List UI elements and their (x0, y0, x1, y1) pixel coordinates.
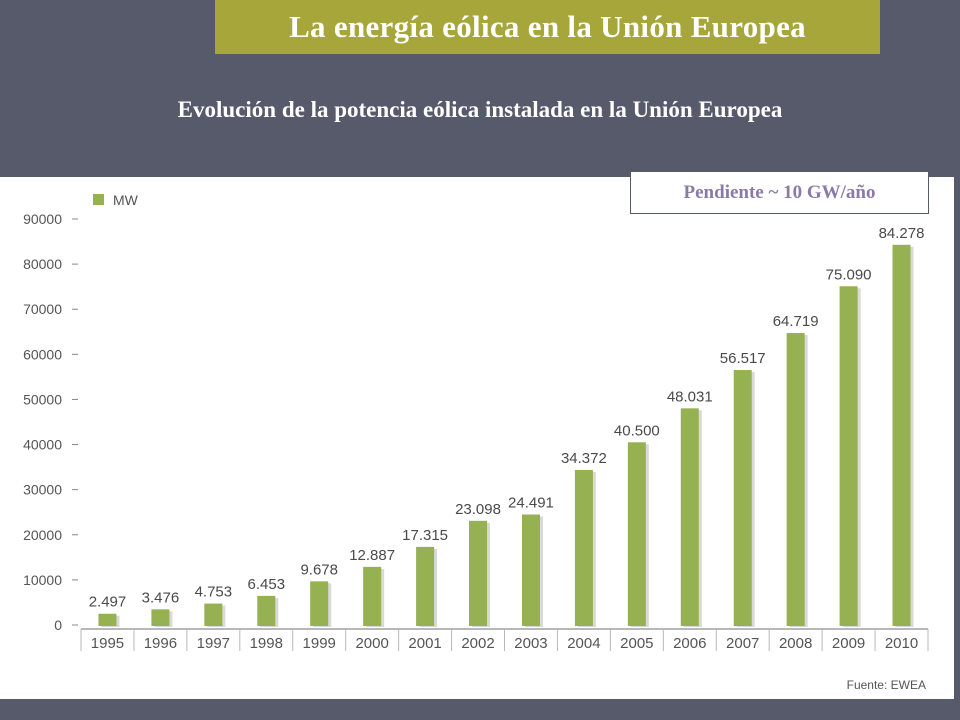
bar (98, 613, 117, 626)
data-label: 17.315 (402, 527, 448, 544)
x-tick-label: 2001 (408, 635, 441, 652)
data-label: 9.678 (300, 561, 338, 578)
x-tick-label: 2002 (461, 635, 494, 652)
legend-swatch (93, 194, 104, 205)
page-subtitle: Evolución de la potencia eólica instalad… (177, 97, 783, 122)
y-tick-label: 0 (54, 617, 62, 633)
y-tick-label: 70000 (23, 301, 62, 317)
bar (257, 595, 276, 626)
x-tick-label: 2003 (514, 635, 547, 652)
y-tick-label: 50000 (23, 391, 62, 407)
y-tick-label: 90000 (23, 211, 62, 227)
bar (680, 408, 699, 626)
y-tick-label: 40000 (23, 437, 62, 453)
x-tick-label: 2009 (832, 635, 865, 652)
x-tick-label: 1997 (197, 635, 230, 652)
y-tick-label: 80000 (23, 256, 62, 272)
bar (839, 286, 858, 626)
y-tick-label: 60000 (23, 346, 62, 362)
data-label: 4.753 (195, 584, 233, 601)
slope-annotation: Pendiente ~ 10 GW/año (630, 171, 929, 214)
legend-label: MW (113, 192, 139, 208)
y-tick-label: 10000 (23, 572, 62, 588)
y-tick-label: 30000 (23, 482, 62, 498)
bar (574, 469, 593, 626)
source-note: Fuente: EWEA (847, 678, 926, 692)
data-label: 23.098 (455, 501, 501, 518)
bar (627, 442, 646, 626)
data-label: 48.031 (667, 388, 713, 405)
bar (151, 609, 170, 626)
bar (416, 546, 435, 626)
bar (310, 581, 329, 626)
bar (469, 520, 488, 626)
data-label: 6.453 (248, 576, 286, 593)
y-tick-label: 20000 (23, 527, 62, 543)
bar (786, 333, 805, 626)
bar (733, 370, 752, 626)
chart-panel: 0 10000 20000 30000 40000 50000 60000 70000 8000… (0, 177, 954, 699)
x-tick-label: 2007 (726, 635, 759, 652)
data-label: 3.476 (142, 589, 180, 606)
data-label: 64.719 (773, 313, 819, 330)
data-label: 34.372 (561, 450, 607, 467)
bar (363, 566, 382, 626)
data-label: 56.517 (720, 350, 766, 367)
bar (204, 603, 223, 626)
x-tick-label: 2006 (673, 635, 706, 652)
data-label: 2.497 (89, 594, 127, 611)
x-tick-label: 2010 (885, 635, 918, 652)
slope-annotation-text: Pendiente ~ 10 GW/año (683, 181, 876, 203)
x-tick-label: 2008 (779, 635, 812, 652)
data-label: 40.500 (614, 422, 660, 439)
data-label: 12.887 (349, 547, 395, 564)
title-bar: La energía eólica en la Unión Europea (215, 0, 880, 54)
page-title: La energía eólica en la Unión Europea (289, 9, 806, 44)
bar (521, 514, 540, 626)
x-tick-label: 1995 (91, 635, 124, 652)
bar (892, 244, 911, 627)
x-tick-label: 2000 (355, 635, 388, 652)
data-label: 75.090 (826, 266, 872, 283)
x-tick-label: 2004 (567, 635, 600, 652)
x-tick-label: 2005 (620, 635, 653, 652)
x-tick-label: 1996 (144, 635, 177, 652)
x-tick-label: 1998 (250, 635, 283, 652)
data-label: 84.278 (879, 225, 925, 242)
bar-chart: 0 10000 20000 30000 40000 50000 60000 70000 8000… (23, 192, 929, 692)
data-label: 24.491 (508, 495, 554, 512)
x-tick-label: 1999 (303, 635, 336, 652)
